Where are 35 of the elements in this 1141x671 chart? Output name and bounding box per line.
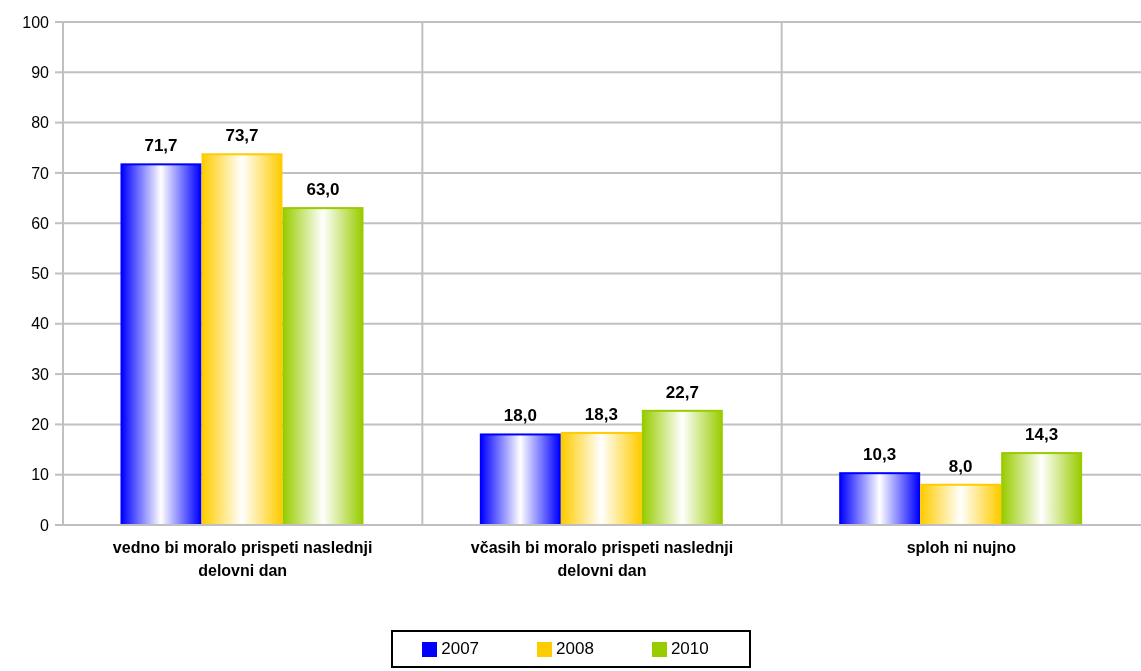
y-tick-label: 80 (31, 114, 50, 132)
bar (120, 163, 202, 525)
bar (282, 207, 364, 525)
y-tick-label: 10 (31, 466, 50, 484)
y-tick-label: 60 (31, 214, 50, 232)
legend-label: 2008 (556, 639, 594, 658)
y-tick-label: 40 (31, 315, 50, 333)
data-label: 71,7 (144, 136, 178, 156)
bar (920, 483, 1002, 525)
data-label: 8,0 (948, 456, 973, 476)
x-tick-label: včasih bi moralo prispeti naslednji delovni dan (470, 539, 734, 579)
y-tick-label: 0 (40, 516, 50, 534)
y-tick-label: 30 (31, 365, 50, 383)
data-label: 63,0 (306, 180, 340, 200)
data-label: 14,3 (1025, 425, 1059, 445)
bar (1001, 452, 1083, 525)
bar (479, 433, 561, 525)
y-tick-label: 90 (31, 63, 50, 81)
x-tick-label: sploh ni nujno (906, 539, 1017, 556)
y-tick-label: 100 (22, 13, 50, 31)
data-label: 18,0 (503, 406, 537, 426)
bar (641, 409, 723, 525)
y-tick-label: 20 (31, 416, 50, 434)
y-tick-label: 50 (31, 265, 50, 283)
y-tick-label: 70 (31, 164, 50, 182)
bar (201, 153, 283, 525)
bar (839, 472, 921, 525)
data-label: 18,3 (584, 404, 618, 424)
x-tick-label: vedno bi moralo prispeti naslednji delovni dan (112, 539, 373, 579)
legend-label: 2010 (670, 639, 709, 658)
data-label: 10,3 (863, 445, 897, 465)
legend-label: 2007 (441, 639, 480, 658)
data-label: 22,7 (665, 382, 699, 402)
bar (560, 431, 642, 525)
data-label: 73,7 (225, 126, 259, 146)
